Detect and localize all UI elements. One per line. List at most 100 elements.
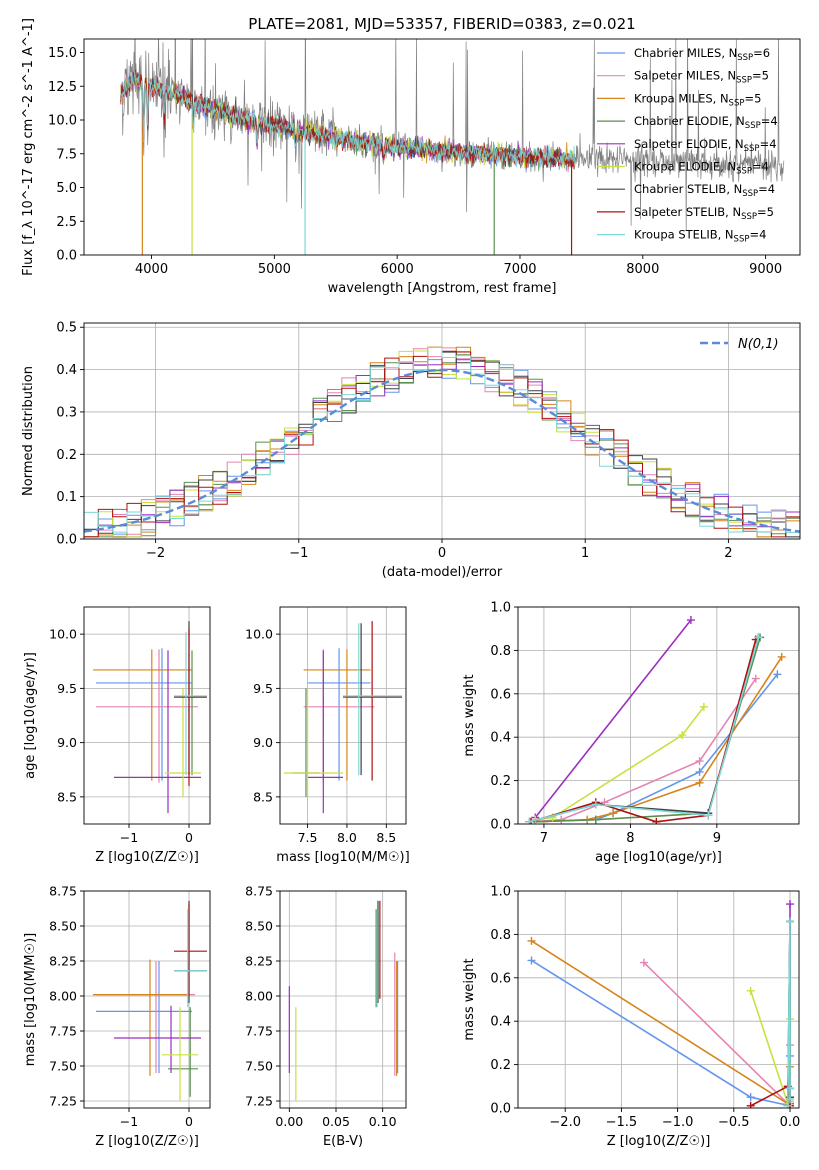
x-axis-label: mass [log10(M/M☉)] xyxy=(276,850,409,865)
y-tick-label: 8.25 xyxy=(245,954,273,969)
legend-subscript: SSP xyxy=(736,167,752,177)
x-tick-label: 8 xyxy=(626,831,634,846)
legend-count: =5 xyxy=(744,91,761,105)
x-tick-label: 2 xyxy=(724,546,732,561)
y-tick-label: 1.0 xyxy=(490,885,511,900)
x-tick-label: 8000 xyxy=(626,262,659,277)
mass-weight-point-marker xyxy=(639,958,648,967)
legend-count: =5 xyxy=(752,69,769,83)
legend-subscript: SSP xyxy=(737,53,753,63)
legend-entry: Salpeter STELIB, NSSP=5 xyxy=(634,205,774,222)
y-tick-label: 0.0 xyxy=(490,818,511,833)
mass-weight-series-line xyxy=(534,619,692,818)
y-tick-label: 0.2 xyxy=(490,774,511,789)
x-tick-label: 7000 xyxy=(503,262,536,277)
y-tick-label: 0.0 xyxy=(490,1102,511,1117)
legend-subscript: SSP xyxy=(742,189,758,199)
plot-area xyxy=(288,900,399,1101)
model-spectrum-line xyxy=(120,71,576,169)
mass-weight-series-line xyxy=(531,959,791,1107)
grid xyxy=(280,607,406,824)
y-tick-label: 8.25 xyxy=(49,954,77,969)
mass-weight-point-marker xyxy=(695,757,704,766)
mass-weight-series-line xyxy=(643,962,791,1106)
y-tick-label: 9.0 xyxy=(57,735,77,750)
axes-frame xyxy=(279,606,407,825)
axes-frame xyxy=(83,606,211,825)
mass-weight-point-marker xyxy=(786,917,795,926)
mass-vs-ebv-panel: 0.00 0.05 0.10 7.25 7.50 7.75 8.00 8.25 8.50 8.75… xyxy=(245,884,407,1149)
plot-area xyxy=(525,616,786,824)
x-tick-label: −1 xyxy=(289,546,308,561)
mass-weight-series-line xyxy=(535,706,705,821)
plot-area xyxy=(84,346,800,538)
x-tick-label: −2.0 xyxy=(549,1115,581,1130)
y-tick-label: 0.2 xyxy=(56,448,77,463)
x-tick-label: 4000 xyxy=(135,262,168,277)
axes-frame xyxy=(83,38,801,256)
axes: 4000 5000 6000 7000 8000 9000 0.0 2.5 5.0 7.5 10.0… xyxy=(21,18,801,296)
x-tick-label: 1 xyxy=(581,546,589,561)
y-tick-label: 1.0 xyxy=(490,601,511,616)
y-tick-label: 0.0 xyxy=(56,249,77,264)
mass-weight-series-line xyxy=(528,637,760,823)
mass-weight-point-marker xyxy=(591,815,600,824)
x-tick-label: −1 xyxy=(120,830,138,845)
legend-subscript: SSP xyxy=(729,98,745,108)
y-axis-label: Flux [f_λ 10^-17 erg cm^-2 s^-1 A^-1] xyxy=(21,18,36,276)
legend-entry: Salpeter ELODIE, NSSP=4 xyxy=(634,137,777,154)
mass-weight-series-line xyxy=(750,1085,791,1107)
y-tick-label: 8.50 xyxy=(49,919,77,934)
plot-area xyxy=(283,621,403,814)
plot-area xyxy=(527,900,795,1108)
mass-weight-point-marker xyxy=(754,633,763,642)
y-tick-label: 8.00 xyxy=(245,989,273,1004)
x-tick-label: −1.5 xyxy=(606,1115,638,1130)
age-vs-metallicity-panel: −1 0 8.5 9.0 9.5 10.0 Z [log10(Z/Z☉)] age [log1… xyxy=(23,606,211,865)
legend-subscript: SSP xyxy=(745,121,761,131)
mass-weight-point-marker xyxy=(695,767,704,776)
mass-weight-point-marker xyxy=(678,731,687,740)
x-tick-label: 0 xyxy=(185,1114,193,1129)
x-axis-label: E(B-V) xyxy=(323,1134,363,1149)
figure-title: PLATE=2081, MJD=53357, FIBERID=0383, z=0… xyxy=(248,15,635,33)
y-tick-label: 12.5 xyxy=(48,80,77,95)
spectrum-panel: 4000 5000 6000 7000 8000 9000 0.0 2.5 5.0 7.5 10.0… xyxy=(21,18,801,296)
mass-weight-point-marker xyxy=(609,809,618,818)
mass-weight-point-marker xyxy=(746,986,755,995)
age-vs-mass-panel: 7.5 8.0 8.5 8.5 9.0 9.5 10.0 mass [log10(M/M☉)] xyxy=(245,606,410,865)
y-tick-label: 9.5 xyxy=(57,681,77,696)
y-tick-label: 8.00 xyxy=(49,989,77,1004)
mass-weight-point-marker xyxy=(695,778,704,787)
axes: 0.00 0.05 0.10 7.25 7.50 7.75 8.00 8.25 8.50 8.75… xyxy=(245,884,407,1149)
mass-weight-point-marker xyxy=(783,1101,792,1108)
mass-weight-point-marker xyxy=(699,702,708,711)
mass-weight-vs-metallicity-panel: −2.0 −1.5 −1.0 −0.5 0.0 0.0 0.2 0.4 0.6 0.8 1.0 Z [… xyxy=(462,885,800,1150)
mass-weight-series-line xyxy=(530,678,757,823)
y-tick-label: 8.75 xyxy=(245,884,273,899)
legend-subscript: SSP xyxy=(744,144,760,154)
y-tick-label: 0.8 xyxy=(490,928,511,943)
y-tick-label: 8.75 xyxy=(49,884,77,899)
y-tick-label: 0.6 xyxy=(490,971,511,986)
legend-count: =4 xyxy=(761,114,778,128)
grid xyxy=(84,890,210,1108)
x-tick-label: 0 xyxy=(438,546,446,561)
y-tick-label: 7.75 xyxy=(49,1024,77,1039)
mass-weight-point-marker xyxy=(527,956,536,965)
axes-frame xyxy=(517,606,800,825)
x-tick-label: 9 xyxy=(713,831,721,846)
y-tick-label: 7.50 xyxy=(49,1059,77,1074)
legend-count: =5 xyxy=(757,205,774,219)
legend-entry: Salpeter MILES, NSSP=5 xyxy=(634,69,769,86)
mass-weight-series-line xyxy=(535,637,761,823)
mass-weight-point-marker xyxy=(686,616,695,625)
axes-frame xyxy=(517,890,800,1109)
residual-histogram-step xyxy=(84,347,800,538)
axes: 7.5 8.0 8.5 8.5 9.0 9.5 10.0 mass [log10(M/M☉)] xyxy=(245,606,410,865)
y-tick-label: 9.0 xyxy=(253,735,273,750)
mass-weight-point-marker xyxy=(704,811,713,820)
mass-weight-point-marker xyxy=(557,815,566,824)
x-tick-label: 7 xyxy=(540,831,548,846)
